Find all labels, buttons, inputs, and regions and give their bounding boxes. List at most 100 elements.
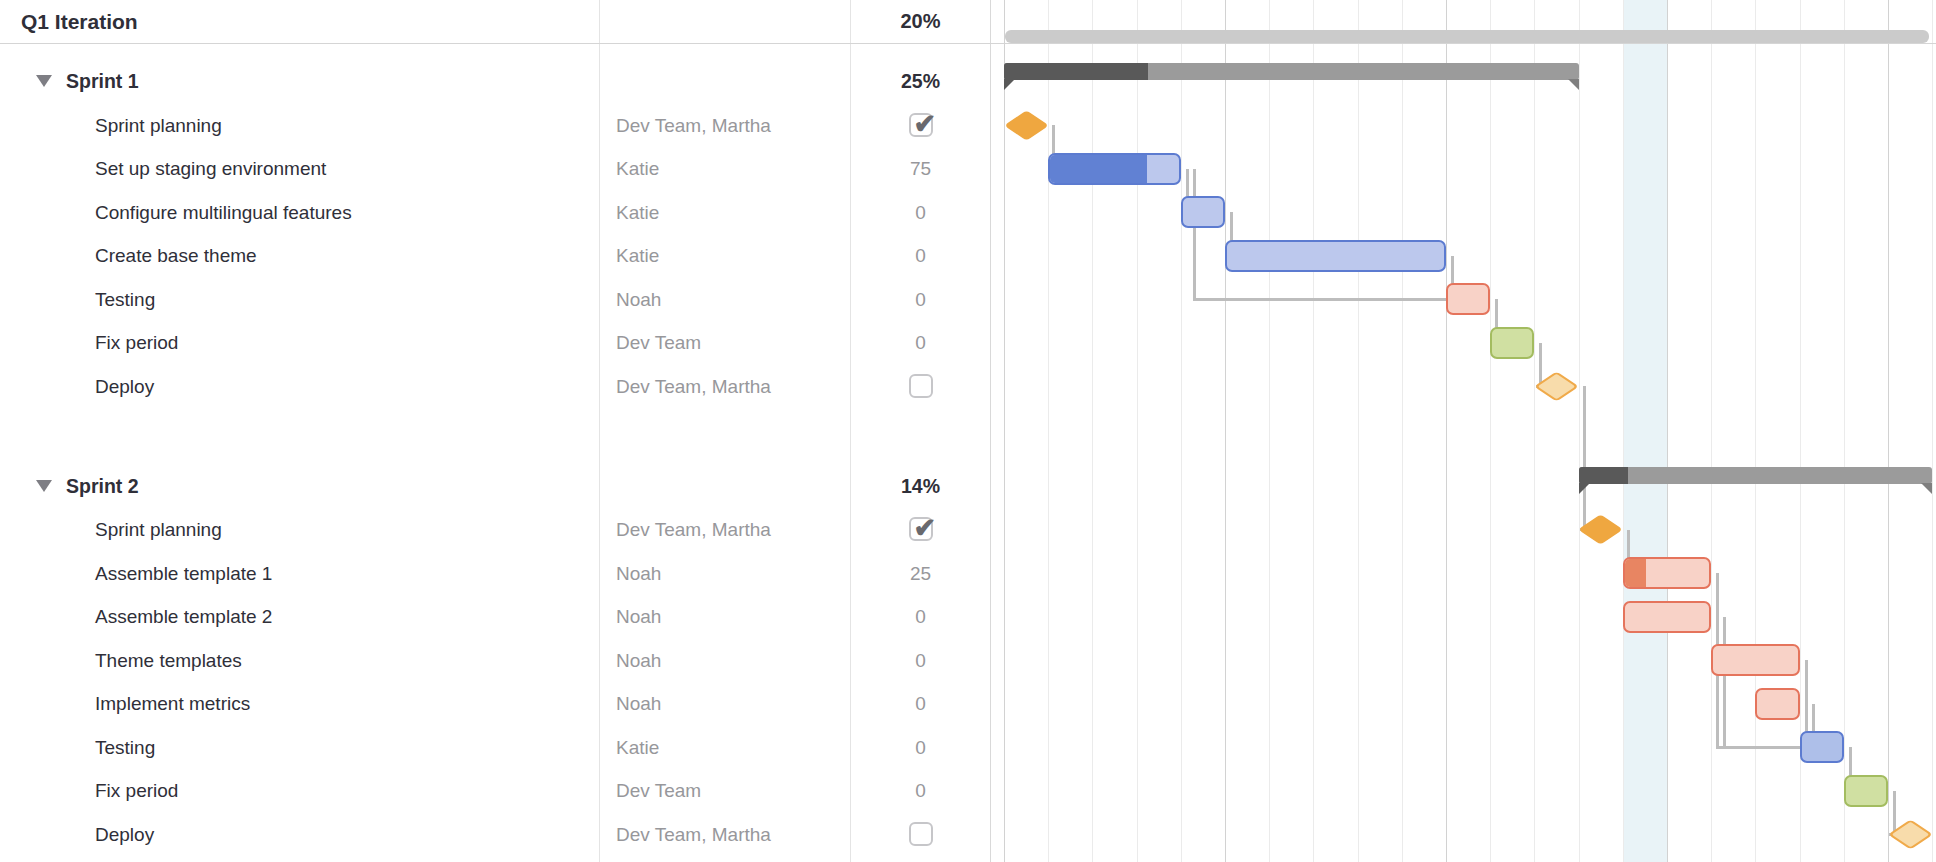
task-bar[interactable] — [1446, 283, 1490, 315]
task-percent-value[interactable]: 0 — [915, 737, 926, 758]
task-percent-cell[interactable]: 25 — [850, 552, 991, 596]
task-row: Deploy Dev Team, Martha — [0, 365, 991, 409]
task-bar[interactable] — [1711, 644, 1799, 676]
task-name[interactable]: Deploy — [95, 813, 154, 857]
task-percent-value[interactable]: 0 — [915, 245, 926, 266]
task-name[interactable]: Assemble template 2 — [95, 595, 272, 639]
task-percent-cell[interactable]: 0 — [850, 769, 991, 813]
task-row: Sprint planning Dev Team, Martha ✔ — [0, 508, 991, 552]
task-assignee[interactable]: Noah — [616, 278, 661, 322]
task-percent-cell[interactable]: 0 — [850, 278, 991, 322]
task-assignee[interactable]: Noah — [616, 682, 661, 726]
task-percent-cell[interactable]: 0 — [850, 682, 991, 726]
task-percent-cell[interactable]: 0 — [850, 595, 991, 639]
task-percent-value[interactable]: 0 — [915, 202, 926, 223]
gridline — [1048, 0, 1049, 862]
project-percent: 20% — [850, 0, 991, 43]
task-assignee[interactable]: Katie — [616, 234, 659, 278]
section-percent: 25% — [850, 60, 991, 104]
task-percent-value[interactable]: 25 — [910, 563, 931, 584]
group-progress — [1579, 467, 1629, 484]
milestone-diamond[interactable] — [1004, 110, 1049, 140]
task-row: Assemble template 1 Noah 25 — [0, 552, 991, 596]
task-assignee[interactable]: Dev Team — [616, 321, 701, 365]
task-checkbox[interactable]: ✔ — [909, 113, 933, 137]
section-name[interactable]: Sprint 1 — [66, 60, 139, 104]
task-name[interactable]: Testing — [95, 726, 155, 770]
task-percent-value[interactable]: 0 — [915, 693, 926, 714]
task-name[interactable]: Deploy — [95, 365, 154, 409]
task-checkbox[interactable] — [909, 822, 933, 846]
gridline — [1225, 0, 1226, 862]
task-name[interactable]: Fix period — [95, 321, 178, 365]
task-percent-cell: ✔ — [850, 508, 991, 552]
task-bar[interactable] — [1181, 196, 1225, 228]
task-percent-value[interactable]: 75 — [910, 158, 931, 179]
task-assignee[interactable]: Dev Team, Martha — [616, 365, 771, 409]
task-percent-value[interactable]: 0 — [915, 650, 926, 671]
dependency-connector — [1723, 746, 1802, 749]
group-bar[interactable] — [1579, 467, 1933, 495]
task-assignee[interactable]: Dev Team — [616, 769, 701, 813]
task-name[interactable]: Theme templates — [95, 639, 242, 683]
task-assignee[interactable]: Noah — [616, 639, 661, 683]
task-percent-cell[interactable]: 0 — [850, 234, 991, 278]
task-name[interactable]: Assemble template 1 — [95, 552, 272, 596]
task-name[interactable]: Configure multilingual features — [95, 191, 352, 235]
task-assignee[interactable]: Dev Team, Martha — [616, 813, 771, 857]
task-percent-value[interactable]: 0 — [915, 332, 926, 353]
task-assignee[interactable]: Noah — [616, 595, 661, 639]
task-row: Deploy Dev Team, Martha — [0, 813, 991, 857]
gridline — [1313, 0, 1314, 862]
section-name[interactable]: Sprint 2 — [66, 465, 139, 509]
task-assignee[interactable]: Katie — [616, 726, 659, 770]
project-summary-bar[interactable] — [1005, 30, 1929, 43]
gantt-app: Q1 Iteration 20% Sprint 125%Sprint plann… — [0, 0, 1936, 862]
task-row: Sprint planning Dev Team, Martha ✔ — [0, 104, 991, 148]
task-assignee[interactable]: Katie — [616, 191, 659, 235]
task-percent-cell[interactable]: 75 — [850, 147, 991, 191]
group-bar-left-notch — [1579, 483, 1590, 494]
task-bar[interactable] — [1755, 688, 1799, 720]
task-name[interactable]: Fix period — [95, 769, 178, 813]
task-percent-value[interactable]: 0 — [915, 780, 926, 801]
gridline — [1755, 0, 1756, 862]
task-assignee[interactable]: Dev Team, Martha — [616, 508, 771, 552]
task-name[interactable]: Implement metrics — [95, 682, 250, 726]
task-bar[interactable] — [1623, 557, 1711, 589]
task-percent-cell[interactable]: 0 — [850, 191, 991, 235]
task-checkbox[interactable]: ✔ — [909, 517, 933, 541]
task-assignee[interactable]: Noah — [616, 552, 661, 596]
checkmark-icon: ✔ — [914, 507, 937, 551]
task-assignee[interactable]: Dev Team, Martha — [616, 104, 771, 148]
task-name[interactable]: Create base theme — [95, 234, 257, 278]
today-stripe — [1623, 0, 1667, 862]
task-name[interactable]: Set up staging environment — [95, 147, 326, 191]
task-percent-cell[interactable]: 0 — [850, 726, 991, 770]
collapse-triangle-icon[interactable] — [36, 480, 52, 492]
group-bar-left-notch — [1004, 79, 1015, 90]
task-bar[interactable] — [1623, 601, 1711, 633]
dependency-connector — [1193, 298, 1449, 301]
gridline — [1137, 0, 1138, 862]
group-bar[interactable] — [1004, 63, 1579, 91]
task-assignee[interactable]: Katie — [616, 147, 659, 191]
task-bar[interactable] — [1844, 775, 1888, 807]
task-row: Testing Katie 0 — [0, 726, 991, 770]
task-percent-value[interactable]: 0 — [915, 289, 926, 310]
task-percent-value[interactable]: 0 — [915, 606, 926, 627]
task-percent-cell[interactable]: 0 — [850, 639, 991, 683]
task-bar[interactable] — [1800, 731, 1844, 763]
collapse-triangle-icon[interactable] — [36, 75, 52, 87]
group-bar-right-notch — [1568, 79, 1579, 90]
task-bar[interactable] — [1048, 153, 1181, 185]
task-checkbox[interactable] — [909, 374, 933, 398]
task-percent-cell: ✔ — [850, 104, 991, 148]
task-name[interactable]: Testing — [95, 278, 155, 322]
task-name[interactable]: Sprint planning — [95, 104, 222, 148]
task-bar[interactable] — [1225, 240, 1446, 272]
task-percent-cell[interactable]: 0 — [850, 321, 991, 365]
task-row: Create base theme Katie 0 — [0, 234, 991, 278]
task-name[interactable]: Sprint planning — [95, 508, 222, 552]
task-bar[interactable] — [1490, 327, 1534, 359]
